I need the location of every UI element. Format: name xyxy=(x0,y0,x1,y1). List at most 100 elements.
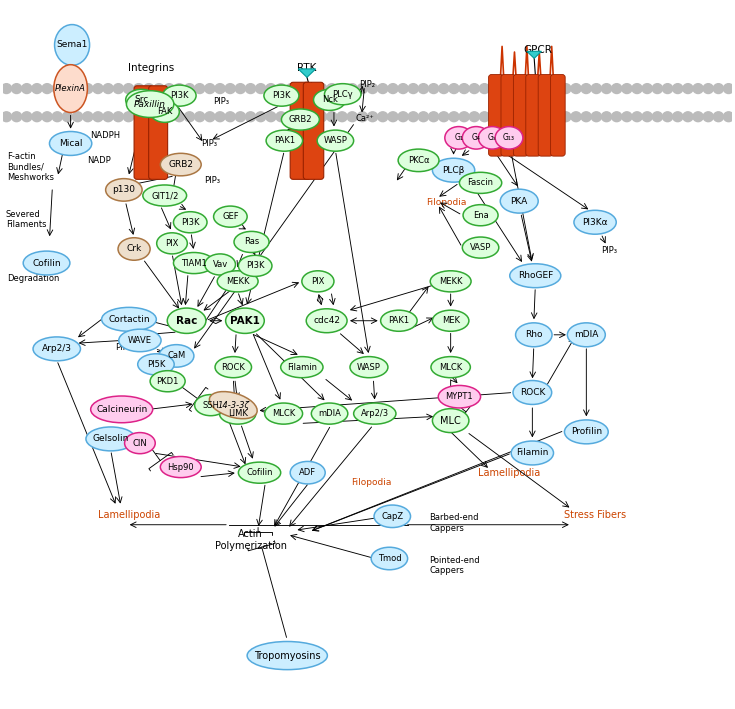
Circle shape xyxy=(205,84,215,94)
Circle shape xyxy=(327,84,337,94)
Ellipse shape xyxy=(101,308,157,331)
Text: Calcineurin: Calcineurin xyxy=(96,405,147,414)
Ellipse shape xyxy=(290,462,325,484)
Circle shape xyxy=(337,84,347,94)
Text: ROCK: ROCK xyxy=(520,388,545,397)
Circle shape xyxy=(103,112,113,122)
Text: GIT1/2: GIT1/2 xyxy=(151,191,179,200)
Circle shape xyxy=(551,112,561,122)
Circle shape xyxy=(693,84,703,94)
Circle shape xyxy=(632,84,642,94)
Ellipse shape xyxy=(106,179,142,201)
Ellipse shape xyxy=(160,457,201,478)
Text: Gelsolin: Gelsolin xyxy=(93,435,129,443)
Ellipse shape xyxy=(381,310,417,331)
Circle shape xyxy=(164,84,174,94)
Ellipse shape xyxy=(445,127,473,149)
Circle shape xyxy=(52,84,62,94)
FancyBboxPatch shape xyxy=(148,86,168,179)
Ellipse shape xyxy=(118,238,150,260)
Ellipse shape xyxy=(215,357,251,378)
Text: PIP₂: PIP₂ xyxy=(359,80,375,89)
Circle shape xyxy=(276,112,286,122)
Text: MLCK: MLCK xyxy=(272,409,295,418)
Ellipse shape xyxy=(574,211,616,234)
FancyBboxPatch shape xyxy=(526,74,540,156)
Circle shape xyxy=(510,84,520,94)
Circle shape xyxy=(479,112,490,122)
Ellipse shape xyxy=(374,505,411,527)
Circle shape xyxy=(215,112,225,122)
Ellipse shape xyxy=(282,109,319,130)
Text: cdc42: cdc42 xyxy=(313,316,340,325)
Circle shape xyxy=(32,112,42,122)
Circle shape xyxy=(266,112,276,122)
Circle shape xyxy=(703,112,714,122)
Text: Cofilin: Cofilin xyxy=(246,468,273,477)
Circle shape xyxy=(174,112,184,122)
Circle shape xyxy=(1,84,12,94)
Circle shape xyxy=(723,84,734,94)
Text: SSH: SSH xyxy=(202,401,219,410)
Ellipse shape xyxy=(226,308,265,333)
Text: PKD1: PKD1 xyxy=(157,376,179,386)
Circle shape xyxy=(673,84,683,94)
Ellipse shape xyxy=(150,371,185,392)
Ellipse shape xyxy=(462,127,490,149)
Circle shape xyxy=(429,84,439,94)
Circle shape xyxy=(327,112,337,122)
Circle shape xyxy=(205,112,215,122)
Text: Ras: Ras xyxy=(244,238,259,247)
Ellipse shape xyxy=(195,395,226,415)
Text: NADPH: NADPH xyxy=(90,130,121,140)
Text: LIMK: LIMK xyxy=(228,409,248,418)
Circle shape xyxy=(154,84,164,94)
Circle shape xyxy=(540,84,551,94)
Text: Tropomyosins: Tropomyosins xyxy=(254,651,320,661)
Text: Filopodia: Filopodia xyxy=(426,198,466,207)
Circle shape xyxy=(479,84,490,94)
Ellipse shape xyxy=(350,357,388,378)
Ellipse shape xyxy=(168,308,206,333)
Text: PLCγ: PLCγ xyxy=(332,90,353,99)
Ellipse shape xyxy=(24,251,70,275)
Circle shape xyxy=(622,84,632,94)
Ellipse shape xyxy=(430,271,471,292)
Circle shape xyxy=(652,112,662,122)
Ellipse shape xyxy=(49,131,92,155)
Circle shape xyxy=(510,112,520,122)
Circle shape xyxy=(551,84,561,94)
Text: Filamin: Filamin xyxy=(287,363,317,372)
Circle shape xyxy=(357,84,368,94)
Text: WASP: WASP xyxy=(357,363,381,372)
Text: CapZ: CapZ xyxy=(381,512,404,521)
Circle shape xyxy=(347,84,357,94)
Ellipse shape xyxy=(463,205,498,225)
Circle shape xyxy=(93,112,103,122)
Circle shape xyxy=(195,112,205,122)
Text: ROCK: ROCK xyxy=(221,363,245,372)
Ellipse shape xyxy=(126,91,174,118)
Text: PIP₃: PIP₃ xyxy=(601,246,617,255)
Text: p130: p130 xyxy=(112,185,135,194)
Circle shape xyxy=(368,84,378,94)
Ellipse shape xyxy=(432,408,469,432)
Circle shape xyxy=(388,84,398,94)
Circle shape xyxy=(12,112,22,122)
Circle shape xyxy=(601,112,612,122)
Circle shape xyxy=(500,112,510,122)
Text: MLCK: MLCK xyxy=(439,363,462,372)
Circle shape xyxy=(113,84,123,94)
Text: PIX: PIX xyxy=(311,277,325,286)
Text: Ca²⁺: Ca²⁺ xyxy=(355,114,374,123)
Circle shape xyxy=(490,84,500,94)
Circle shape xyxy=(42,112,52,122)
FancyBboxPatch shape xyxy=(304,82,323,179)
Text: WAVE: WAVE xyxy=(128,336,152,345)
Circle shape xyxy=(225,112,235,122)
Text: Mical: Mical xyxy=(59,139,82,148)
Circle shape xyxy=(662,84,673,94)
Ellipse shape xyxy=(54,65,87,113)
Text: Filopodia: Filopodia xyxy=(351,478,391,487)
Text: G₁₃: G₁₃ xyxy=(503,133,515,143)
